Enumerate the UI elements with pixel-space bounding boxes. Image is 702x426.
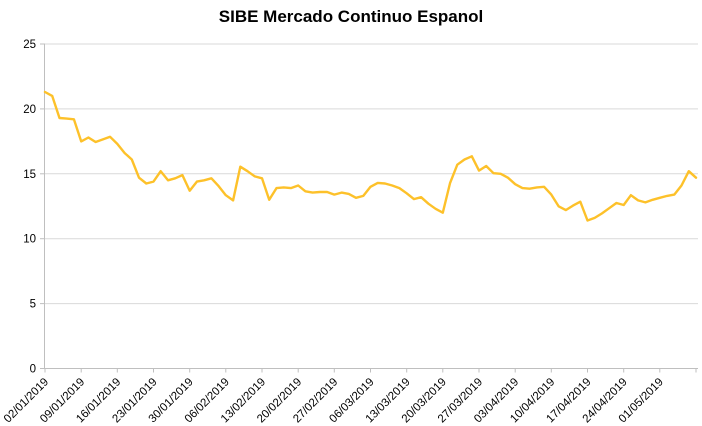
y-tick-label: 25 [23, 39, 36, 51]
y-tick-label: 0 [30, 364, 36, 376]
chart-title: SIBE Mercado Continuo Espanol [218, 7, 484, 26]
y-tick-label: 10 [23, 234, 36, 246]
y-tick-label: 20 [23, 104, 36, 116]
data-series-line [43, 90, 698, 222]
y-tick-label: 5 [30, 299, 36, 311]
y-tick-label: 15 [23, 169, 36, 181]
